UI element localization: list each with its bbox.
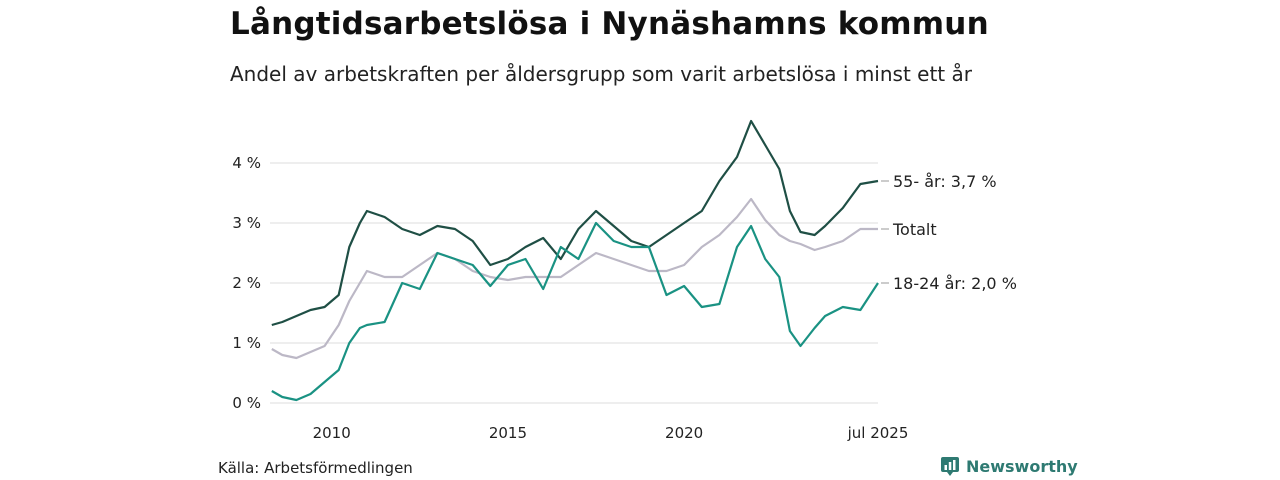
end-labels: 55- år: 3,7 % Totalt 18-24 år: 2,0 % [881,172,1017,293]
chart-title: Långtidsarbetslösa i Nynäshamns kommun [230,6,989,42]
series-line [271,197,878,360]
end-label: 55- år: 3,7 % [893,172,997,191]
series-lines [271,119,879,402]
x-tick-label: 2020 [665,424,703,442]
y-tick-label: 1 % [232,334,261,352]
x-tick-label: 2010 [313,424,351,442]
x-tick-label: 2015 [489,424,527,442]
y-tick-label: 0 % [232,394,261,412]
end-label: Totalt [892,220,937,239]
y-tick-label: 4 % [232,154,261,172]
source-note: Källa: Arbetsförmedlingen [218,459,413,477]
series-line [271,221,879,402]
end-label: 18-24 år: 2,0 % [893,274,1017,293]
chart-subtitle: Andel av arbetskraften per åldersgrupp s… [230,62,972,86]
brand-name: Newsworthy [966,456,1078,476]
y-axis: 0 % 1 % 2 % 3 % 4 % [232,154,261,412]
brand: Newsworthy [940,456,1078,476]
y-tick-label: 2 % [232,274,261,292]
y-tick-label: 3 % [232,214,261,232]
newsworthy-logo-icon [941,457,959,476]
x-tick-label: jul 2025 [847,424,909,442]
x-axis: 2010 2015 2020 jul 2025 [313,424,909,442]
series-line [271,119,879,327]
